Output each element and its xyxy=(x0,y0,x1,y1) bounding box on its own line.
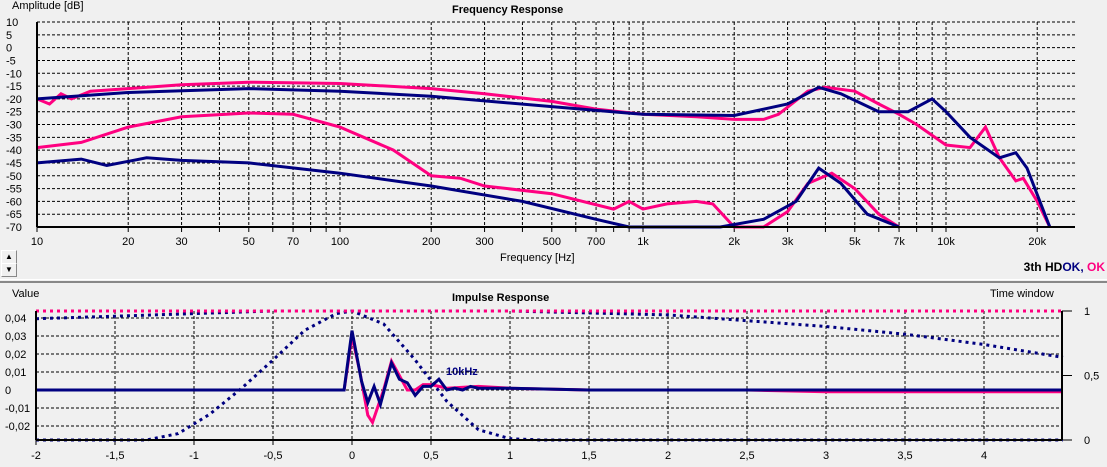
ir-y2-tick-label: 0 xyxy=(1084,435,1090,447)
fr-y-tick-label: -45 xyxy=(6,158,22,170)
time-window-axis-title: Time window xyxy=(990,288,1054,300)
impulse-line xyxy=(36,335,1063,426)
fr-y-tick-label: -55 xyxy=(6,184,22,196)
ir-y-tick-label: 0 xyxy=(5,385,11,397)
ir-x-tick-label: 0,5 xyxy=(423,450,438,462)
ir-y-tick-label: 0,02 xyxy=(5,349,26,361)
fr-y-tick-label: -5 xyxy=(6,55,16,67)
fr-x-tick-label: 50 xyxy=(243,236,255,248)
fr-y-tick-label: -20 xyxy=(6,94,22,106)
fr-y-tick-label: -40 xyxy=(6,145,22,157)
ir-x-tick-label: -0,5 xyxy=(264,450,283,462)
fr-y-tick-label: -60 xyxy=(6,196,22,208)
ir-x-tick-label: 0 xyxy=(349,450,355,462)
ir-y-tick-label: -0,01 xyxy=(5,403,30,415)
fr-x-tick-label: 1k xyxy=(637,236,649,248)
legend-item-magenta: OK xyxy=(1083,260,1105,274)
ir-y2-tick-label: 1 xyxy=(1084,306,1090,318)
ir-x-tick-label: -1 xyxy=(189,450,199,462)
legend: 3th HDOK, OK xyxy=(1024,260,1105,274)
fr-x-tick-label: 7k xyxy=(893,236,905,248)
ir-y-tick-label: 0,01 xyxy=(5,367,26,379)
legend-item-blue: OK, xyxy=(1062,260,1084,274)
ir-y-tick-label: 0,03 xyxy=(5,331,26,343)
ir-x-tick-label: 4 xyxy=(981,450,987,462)
ir-x-tick-label: 2,5 xyxy=(739,450,754,462)
ir-x-tick-label: 1,5 xyxy=(581,450,596,462)
fr-y-tick-label: -25 xyxy=(6,107,22,119)
chart-title: Frequency Response xyxy=(452,4,564,16)
panel-divider[interactable] xyxy=(0,279,1107,283)
legend-prefix: 3th HD xyxy=(1023,260,1063,274)
x-axis-title: Frequency [Hz] xyxy=(500,252,575,264)
fr-x-tick-label: 10 xyxy=(31,236,43,248)
ir-y2-tick-label: 0,5 xyxy=(1084,371,1099,383)
fr-y-tick-label: -15 xyxy=(6,81,22,93)
fr-x-tick-label: 20k xyxy=(1028,236,1046,248)
fr-y-tick-label: -65 xyxy=(6,209,22,221)
ir-x-tick-label: 3,5 xyxy=(897,450,912,462)
fr-y-tick-label: -70 xyxy=(6,222,22,234)
ir-x-tick-label: -1,5 xyxy=(106,450,125,462)
fr-y-tick-label: 5 xyxy=(6,30,12,42)
fr-x-tick-label: 70 xyxy=(287,236,299,248)
impulse-chart-title: Impulse Response xyxy=(452,292,550,304)
fr-y-tick-label: -50 xyxy=(6,171,22,183)
fr-y-tick-label: 0 xyxy=(6,43,12,55)
ir-x-tick-label: 1 xyxy=(507,450,513,462)
fr-y-tick-label: -30 xyxy=(6,120,22,132)
fr-x-tick-label: 500 xyxy=(543,236,561,248)
impulse-y-axis-title: Value xyxy=(12,288,40,300)
time-window-line xyxy=(36,309,1063,442)
impulse-line xyxy=(36,330,1063,410)
ir-x-tick-label: -2 xyxy=(31,450,41,462)
ir-x-tick-label: 2 xyxy=(665,450,671,462)
fr-y-tick-label: 10 xyxy=(6,17,18,29)
fr-x-tick-label: 700 xyxy=(587,236,605,248)
fr-x-tick-label: 30 xyxy=(175,236,187,248)
fr-series-line xyxy=(36,85,1052,228)
ir-y-tick-label: -0,02 xyxy=(5,421,30,433)
fr-y-tick-label: -35 xyxy=(6,132,22,144)
fr-series-line xyxy=(36,156,900,229)
fr-x-tick-label: 100 xyxy=(331,236,349,248)
fr-x-tick-label: 300 xyxy=(475,236,493,248)
scroll-up-button[interactable]: ▲ xyxy=(1,250,17,264)
fr-x-tick-label: 5k xyxy=(849,236,861,248)
fr-x-tick-label: 200 xyxy=(422,236,440,248)
fr-y-tick-label: -10 xyxy=(6,68,22,80)
fr-x-tick-label: 10k xyxy=(937,236,955,248)
ir-y-tick-label: 0,04 xyxy=(5,313,26,325)
fr-series-line xyxy=(36,80,1052,228)
scroll-down-button[interactable]: ▼ xyxy=(1,263,17,277)
ir-x-tick-label: 3 xyxy=(823,450,829,462)
fr-x-tick-label: 3k xyxy=(782,236,794,248)
time-window-line xyxy=(35,309,1064,359)
y-axis-title: Amplitude [dB] xyxy=(12,0,84,12)
fr-x-tick-label: 2k xyxy=(728,236,740,248)
fr-x-tick-label: 20 xyxy=(122,236,134,248)
